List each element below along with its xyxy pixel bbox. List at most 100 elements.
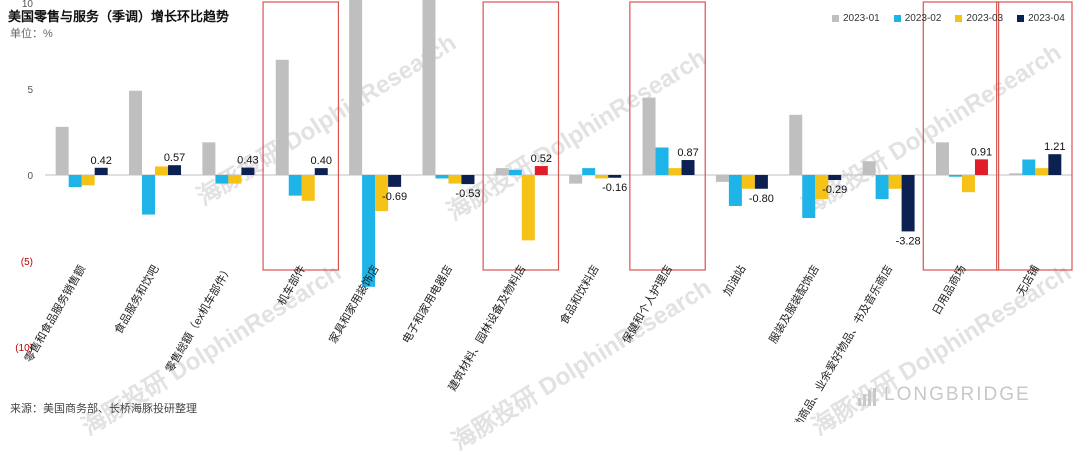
bar xyxy=(1009,173,1023,175)
bar xyxy=(288,175,302,196)
data-label: 1.21 xyxy=(1044,141,1065,153)
bar xyxy=(81,175,95,186)
bar xyxy=(608,175,622,178)
data-label: -0.29 xyxy=(822,184,847,196)
data-label: -0.69 xyxy=(382,191,407,203)
legend-item: 2023-01 xyxy=(832,13,880,24)
bar xyxy=(828,175,842,180)
bar xyxy=(155,166,169,175)
highlight-box xyxy=(482,1,560,271)
bar xyxy=(55,126,69,175)
y-tick-label: 10 xyxy=(22,0,34,10)
bar xyxy=(228,175,242,184)
data-label: 0.91 xyxy=(971,146,992,158)
x-tick-label: 机车部件 xyxy=(274,263,308,308)
bar xyxy=(935,142,949,175)
legend-swatch xyxy=(893,15,901,22)
x-tick-label: 零售和食品服务销售额 xyxy=(21,263,88,365)
bar xyxy=(974,159,988,175)
bar xyxy=(215,175,229,184)
y-tick-label: (10) xyxy=(15,343,33,354)
legend-item: 2023-02 xyxy=(893,13,941,24)
highlight-box xyxy=(629,1,706,271)
bar xyxy=(741,175,755,189)
data-label: 0.42 xyxy=(90,155,111,167)
bar xyxy=(241,167,255,175)
bar xyxy=(495,168,509,175)
highlight-box xyxy=(996,1,1073,271)
legend-label: 2023-03 xyxy=(966,13,1004,24)
bar xyxy=(168,165,182,175)
data-label: 0.52 xyxy=(531,153,552,165)
legend-swatch xyxy=(832,15,839,22)
y-tick-label: (5) xyxy=(21,257,33,268)
highlight-box xyxy=(922,1,1000,271)
bar xyxy=(715,175,729,182)
bar xyxy=(1022,159,1036,175)
x-tick-label: 加油站 xyxy=(720,263,749,299)
bar xyxy=(888,175,902,189)
data-label: -0.16 xyxy=(602,182,627,194)
bar xyxy=(862,161,876,175)
bar xyxy=(789,114,803,175)
data-label: -0.80 xyxy=(749,193,774,205)
bar xyxy=(1035,168,1049,175)
bar-chart: 151050(5)(10)0.42零售和食品服务销售额0.57食品服务和饮吧0.… xyxy=(15,0,1073,422)
bar xyxy=(728,175,742,206)
x-tick-label: 日用品商场 xyxy=(929,263,969,318)
y-tick-label: 0 xyxy=(27,171,33,182)
data-label: 0.87 xyxy=(677,147,698,159)
legend-swatch xyxy=(1017,15,1025,22)
bar xyxy=(129,90,143,175)
data-label: 0.40 xyxy=(311,155,332,167)
bar xyxy=(508,169,522,175)
x-tick-label: 电子和家用电器店 xyxy=(399,263,455,346)
data-label: -0.53 xyxy=(455,188,480,200)
bar xyxy=(668,168,682,175)
bar xyxy=(314,168,328,175)
bar xyxy=(961,175,975,193)
x-tick-label: 建筑材料、园林设备及物料店 xyxy=(445,263,529,394)
chart-title: 美国零售与服务（季调）增长环比趋势 xyxy=(8,9,230,24)
bar xyxy=(422,0,436,175)
data-label: 0.43 xyxy=(237,155,258,167)
legend-label: 2023-04 xyxy=(1028,13,1065,24)
bar xyxy=(948,175,962,177)
bar xyxy=(202,142,216,175)
y-tick-label: 5 xyxy=(27,85,33,96)
bar xyxy=(375,175,389,212)
bar xyxy=(388,175,402,187)
legend-item: 2023-04 xyxy=(1017,13,1065,24)
bar xyxy=(275,59,289,176)
x-tick-label: 家具和家用装饰店 xyxy=(326,263,382,346)
bar xyxy=(461,175,475,185)
bar xyxy=(68,175,82,188)
chart-legend: 2023-01 2023-02 2023-03 2023-04 xyxy=(832,13,1065,24)
legend-item: 2023-03 xyxy=(955,13,1003,24)
brand-text: LONGBRIDGE xyxy=(884,384,1031,405)
brand-logo: LONGBRIDGE xyxy=(858,384,1031,406)
bar xyxy=(435,175,449,179)
bar xyxy=(94,167,108,175)
x-tick-label: 食品和饮料店 xyxy=(557,263,602,327)
unit-label: 单位：% xyxy=(10,28,53,40)
bar xyxy=(754,175,768,189)
x-tick-label: 食品服务和饮吧 xyxy=(111,263,162,337)
source-note: 来源：美国商务部、长桥海豚投研整理 xyxy=(10,403,197,415)
highlight-box xyxy=(262,1,340,271)
bar xyxy=(534,166,548,175)
data-label: 0.57 xyxy=(164,152,185,164)
data-label: -3.28 xyxy=(896,235,921,247)
bar xyxy=(642,97,656,175)
legend-label: 2023-01 xyxy=(843,13,880,24)
x-tick-label: 服装及服装配饰店 xyxy=(766,263,822,346)
bar xyxy=(875,175,889,200)
bar xyxy=(815,175,829,200)
x-tick-label: 无店铺 xyxy=(1013,263,1042,299)
bar xyxy=(301,175,315,201)
bar xyxy=(595,175,609,179)
bar xyxy=(569,175,583,184)
bar xyxy=(901,175,915,232)
bar xyxy=(362,175,376,287)
bar xyxy=(448,175,462,184)
